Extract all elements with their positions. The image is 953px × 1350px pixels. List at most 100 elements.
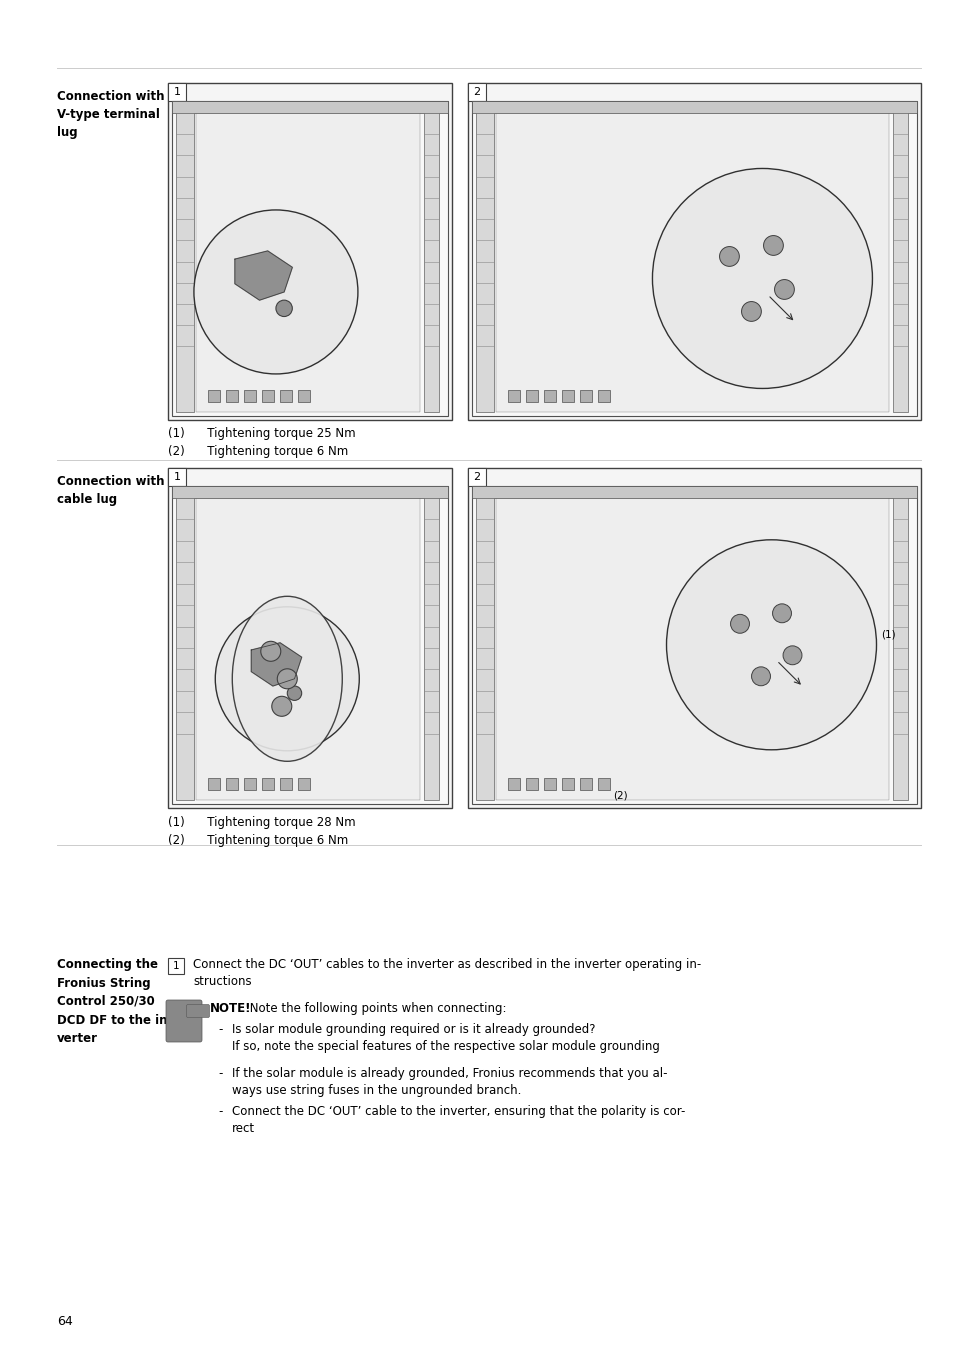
Text: 1: 1 xyxy=(173,472,180,482)
FancyBboxPatch shape xyxy=(166,1000,202,1042)
Text: (2)      Tightening torque 6 Nm: (2) Tightening torque 6 Nm xyxy=(168,834,348,846)
Bar xyxy=(168,468,452,809)
Circle shape xyxy=(287,686,301,701)
Circle shape xyxy=(762,235,782,255)
Circle shape xyxy=(272,697,292,717)
Bar xyxy=(543,390,556,402)
Text: 1: 1 xyxy=(172,961,179,971)
Circle shape xyxy=(730,614,749,633)
Bar xyxy=(525,390,537,402)
Text: 2: 2 xyxy=(473,86,480,97)
Bar xyxy=(262,390,274,402)
Text: (1): (1) xyxy=(881,630,895,640)
Text: If the solar module is already grounded, Fronius recommends that you al-
ways us: If the solar module is already grounded,… xyxy=(232,1066,667,1098)
Bar xyxy=(543,778,556,790)
Bar xyxy=(226,390,237,402)
Bar xyxy=(172,101,448,113)
Bar xyxy=(195,490,419,801)
Bar xyxy=(468,468,920,809)
Bar xyxy=(423,490,438,801)
Circle shape xyxy=(719,247,739,266)
Bar xyxy=(468,82,485,101)
Text: 2: 2 xyxy=(473,472,480,482)
Text: Connecting the
Fronius String
Control 250/30
DCD DF to the in-
verter: Connecting the Fronius String Control 25… xyxy=(57,958,172,1045)
Circle shape xyxy=(193,211,357,374)
Bar xyxy=(472,486,916,498)
Ellipse shape xyxy=(232,597,342,761)
Bar xyxy=(244,390,255,402)
Bar xyxy=(168,468,186,486)
Text: Note the following points when connecting:: Note the following points when connectin… xyxy=(246,1002,506,1015)
Bar xyxy=(175,105,193,412)
Bar xyxy=(598,390,609,402)
Circle shape xyxy=(774,279,794,300)
Text: 1: 1 xyxy=(173,86,180,97)
Bar xyxy=(892,105,907,412)
Text: (2)      Tightening torque 6 Nm: (2) Tightening torque 6 Nm xyxy=(168,446,348,458)
Bar xyxy=(468,468,485,486)
Text: Connection with
V-type terminal
lug: Connection with V-type terminal lug xyxy=(57,90,164,139)
Bar xyxy=(168,958,184,973)
Bar xyxy=(472,101,916,113)
Circle shape xyxy=(751,667,770,686)
Text: -: - xyxy=(218,1106,222,1118)
Text: Connect the DC ‘OUT’ cable to the inverter, ensuring that the polarity is cor-
r: Connect the DC ‘OUT’ cable to the invert… xyxy=(232,1106,684,1135)
Text: (2): (2) xyxy=(613,790,627,801)
Circle shape xyxy=(782,645,801,664)
Bar xyxy=(472,486,916,805)
Bar xyxy=(226,778,237,790)
Bar xyxy=(476,105,494,412)
Bar xyxy=(561,778,574,790)
Bar xyxy=(195,105,419,412)
Bar xyxy=(297,778,310,790)
Bar xyxy=(525,778,537,790)
Bar xyxy=(280,390,292,402)
Bar xyxy=(168,82,186,101)
Bar xyxy=(496,105,888,412)
Bar xyxy=(168,82,452,420)
Bar xyxy=(297,390,310,402)
Text: Is solar module grounding required or is it already grounded?
If so, note the sp: Is solar module grounding required or is… xyxy=(232,1023,659,1053)
Text: (1)      Tightening torque 25 Nm: (1) Tightening torque 25 Nm xyxy=(168,427,355,440)
Circle shape xyxy=(275,300,292,316)
Circle shape xyxy=(256,659,274,676)
Circle shape xyxy=(666,540,876,749)
FancyBboxPatch shape xyxy=(186,1004,210,1018)
Bar xyxy=(208,778,220,790)
Text: Connection with
cable lug: Connection with cable lug xyxy=(57,475,164,506)
Bar xyxy=(507,778,519,790)
Bar xyxy=(496,490,888,801)
Bar xyxy=(892,490,907,801)
Bar xyxy=(468,82,920,420)
Circle shape xyxy=(652,169,872,389)
Bar xyxy=(507,390,519,402)
Text: NOTE!: NOTE! xyxy=(210,1002,252,1015)
Text: 64: 64 xyxy=(57,1315,72,1328)
Bar xyxy=(472,101,916,416)
Bar xyxy=(280,778,292,790)
Bar xyxy=(476,490,494,801)
Circle shape xyxy=(277,668,297,688)
Text: -: - xyxy=(218,1023,222,1035)
Bar xyxy=(579,390,592,402)
Circle shape xyxy=(772,603,791,622)
Polygon shape xyxy=(234,251,292,300)
Circle shape xyxy=(740,301,760,321)
Polygon shape xyxy=(251,643,301,686)
Bar xyxy=(172,486,448,805)
Bar xyxy=(423,105,438,412)
Circle shape xyxy=(215,606,359,751)
Bar xyxy=(262,778,274,790)
Text: -: - xyxy=(218,1066,222,1080)
Text: Connect the DC ‘OUT’ cables to the inverter as described in the inverter operati: Connect the DC ‘OUT’ cables to the inver… xyxy=(193,958,700,988)
Bar xyxy=(598,778,609,790)
Bar xyxy=(244,778,255,790)
Bar xyxy=(561,390,574,402)
Bar xyxy=(172,486,448,498)
Bar xyxy=(172,101,448,416)
Bar xyxy=(579,778,592,790)
Text: (1)      Tightening torque 28 Nm: (1) Tightening torque 28 Nm xyxy=(168,815,355,829)
Circle shape xyxy=(260,641,280,662)
Circle shape xyxy=(241,270,261,289)
Bar xyxy=(175,490,193,801)
